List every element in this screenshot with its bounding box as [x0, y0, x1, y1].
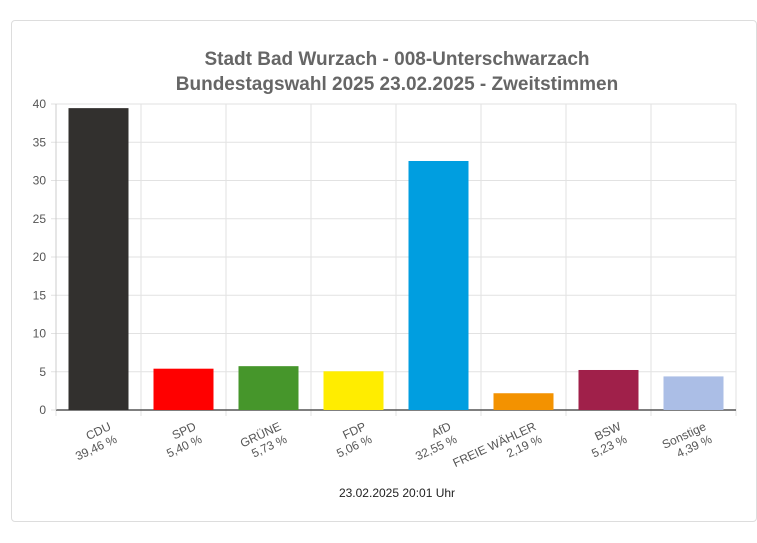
- bar-sonstige[interactable]: [663, 376, 724, 410]
- y-tick-label: 0: [39, 403, 46, 417]
- y-tick-label: 25: [33, 212, 47, 226]
- chart-title-line-1: Stadt Bad Wurzach - 008-Unterschwarzach: [204, 49, 589, 70]
- bar-spd[interactable]: [153, 368, 214, 410]
- bar-fdp[interactable]: [323, 371, 384, 410]
- y-tick-label: 30: [33, 174, 47, 188]
- bar-grüne[interactable]: [238, 366, 299, 410]
- bar-afd[interactable]: [408, 160, 469, 410]
- timestamp-footer: 23.02.2025 20:01 Uhr: [339, 486, 455, 500]
- y-tick-label: 35: [33, 135, 47, 149]
- y-tick-label: 5: [39, 365, 46, 379]
- y-tick-label: 15: [33, 288, 47, 302]
- bar-bsw[interactable]: [578, 369, 639, 410]
- y-tick-label: 20: [33, 250, 47, 264]
- y-tick-label: 40: [33, 97, 47, 111]
- chart-title-line-2: Bundestagswahl 2025 23.02.2025 - Zweitst…: [176, 74, 618, 95]
- y-tick-label: 10: [33, 327, 47, 341]
- bar-freie-wähler[interactable]: [493, 393, 554, 410]
- bar-cdu[interactable]: [68, 108, 129, 411]
